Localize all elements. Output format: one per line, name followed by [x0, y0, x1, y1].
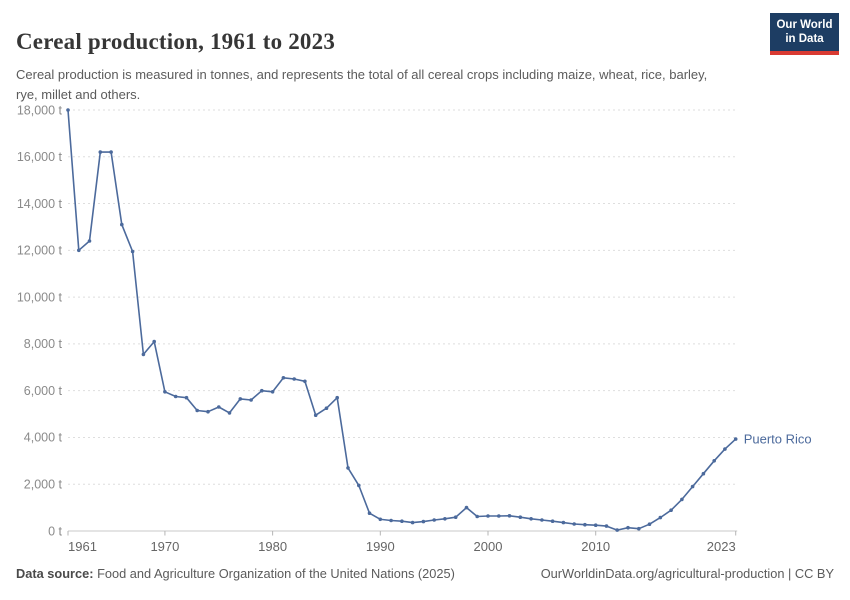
data-point[interactable] — [292, 377, 297, 381]
data-point[interactable] — [486, 514, 490, 518]
data-point[interactable] — [217, 405, 221, 409]
data-point[interactable] — [497, 514, 501, 518]
data-point[interactable] — [669, 508, 673, 512]
owid-logo-line2: in Data — [785, 33, 824, 46]
data-point[interactable] — [152, 339, 156, 344]
data-point[interactable] — [400, 519, 404, 523]
data-point[interactable] — [238, 397, 243, 401]
data-point[interactable] — [680, 497, 684, 502]
page-title: Cereal production, 1961 to 2023 — [16, 29, 336, 55]
data-point[interactable] — [432, 518, 437, 522]
y-axis-tick-label: 10,000 t — [17, 290, 63, 304]
chart-subtitle: Cereal production is measured in tonnes,… — [16, 67, 708, 102]
data-point[interactable] — [130, 249, 135, 254]
data-point[interactable] — [389, 518, 393, 523]
data-point[interactable] — [270, 390, 275, 394]
data-point[interactable] — [367, 511, 372, 515]
y-axis-tick-label: 6,000 t — [24, 384, 63, 398]
data-point[interactable] — [163, 390, 167, 394]
data-point[interactable] — [615, 528, 619, 532]
y-axis-tick-label: 18,000 t — [17, 103, 63, 117]
x-axis-tick-label: 2010 — [581, 539, 610, 554]
data-point[interactable] — [593, 523, 598, 527]
data-point[interactable] — [583, 522, 587, 527]
y-axis-tick-label: 0 t — [48, 524, 62, 538]
y-axis-tick-label: 14,000 t — [17, 197, 63, 211]
data-point[interactable] — [260, 388, 264, 393]
data-source: Data source: Food and Agriculture Organi… — [16, 566, 455, 581]
x-axis-tick-label: 1961 — [68, 539, 97, 554]
data-point[interactable] — [453, 515, 458, 519]
data-point[interactable] — [141, 352, 146, 357]
x-axis-tick-label: 1970 — [150, 539, 179, 554]
x-axis-tick-label: 2023 — [707, 539, 736, 554]
data-point[interactable] — [712, 459, 716, 463]
data-point[interactable] — [313, 413, 318, 418]
data-point[interactable] — [723, 447, 727, 451]
data-point[interactable] — [109, 150, 113, 154]
data-point[interactable] — [637, 526, 641, 531]
data-point[interactable] — [475, 514, 480, 519]
chart-footer: Data source: Food and Agriculture Organi… — [16, 566, 834, 581]
x-axis-tick-label: 1990 — [366, 539, 395, 554]
data-point[interactable] — [733, 437, 738, 441]
data-source-text: Food and Agriculture Organization of the… — [93, 566, 455, 581]
y-axis-tick-label: 12,000 t — [17, 244, 63, 258]
data-point[interactable] — [184, 395, 189, 400]
data-point[interactable] — [540, 518, 544, 522]
y-axis-tick-label: 16,000 t — [17, 150, 63, 164]
data-point[interactable] — [572, 522, 576, 526]
data-point[interactable] — [77, 248, 81, 253]
x-axis-tick-label: 2000 — [474, 539, 503, 554]
credit-link[interactable]: OurWorldinData.org/agricultural-producti… — [540, 566, 834, 581]
data-point[interactable] — [561, 520, 566, 525]
data-point[interactable] — [249, 398, 253, 402]
data-point[interactable] — [647, 522, 652, 526]
data-point[interactable] — [529, 517, 533, 521]
data-point[interactable] — [303, 379, 307, 384]
data-point[interactable] — [443, 517, 447, 521]
data-point[interactable] — [324, 406, 329, 411]
data-point[interactable] — [173, 394, 178, 399]
data-point[interactable] — [227, 411, 232, 415]
data-point[interactable] — [87, 239, 92, 243]
series-label-puerto-rico[interactable]: Puerto Rico — [744, 432, 812, 447]
data-point[interactable] — [281, 376, 286, 380]
data-point[interactable] — [98, 150, 103, 154]
data-point[interactable] — [550, 519, 555, 523]
data-point[interactable] — [604, 524, 609, 528]
data-point[interactable] — [346, 466, 350, 470]
data-point[interactable] — [690, 484, 695, 489]
data-point[interactable] — [410, 520, 415, 525]
owid-logo-line1: Our World — [776, 19, 833, 31]
data-point[interactable] — [120, 222, 124, 227]
data-point[interactable] — [658, 515, 663, 520]
y-axis-tick-label: 4,000 t — [24, 431, 63, 445]
data-point[interactable] — [421, 519, 426, 524]
x-axis-tick-label: 1980 — [258, 539, 287, 554]
data-point[interactable] — [626, 525, 630, 530]
data-point[interactable] — [507, 514, 512, 518]
data-point[interactable] — [66, 108, 70, 112]
data-point[interactable] — [357, 483, 361, 488]
line-chart: 0 t 2,000 t 4,000 t 6,000 t 8,000 t 10,000 t 1… — [17, 103, 812, 554]
data-point[interactable] — [518, 515, 523, 519]
data-point[interactable] — [195, 408, 199, 413]
data-point[interactable] — [206, 409, 210, 414]
y-axis-tick-label: 2,000 t — [24, 478, 63, 492]
y-axis-tick-label: 8,000 t — [24, 337, 63, 351]
data-point[interactable] — [378, 517, 383, 522]
data-point[interactable] — [335, 395, 340, 400]
data-source-label: Data source: — [16, 566, 94, 581]
series-line-puerto-rico[interactable] — [67, 109, 737, 531]
data-point[interactable] — [464, 505, 469, 510]
data-point[interactable] — [701, 471, 706, 476]
owid-logo[interactable]: Our World in Data — [770, 13, 839, 55]
